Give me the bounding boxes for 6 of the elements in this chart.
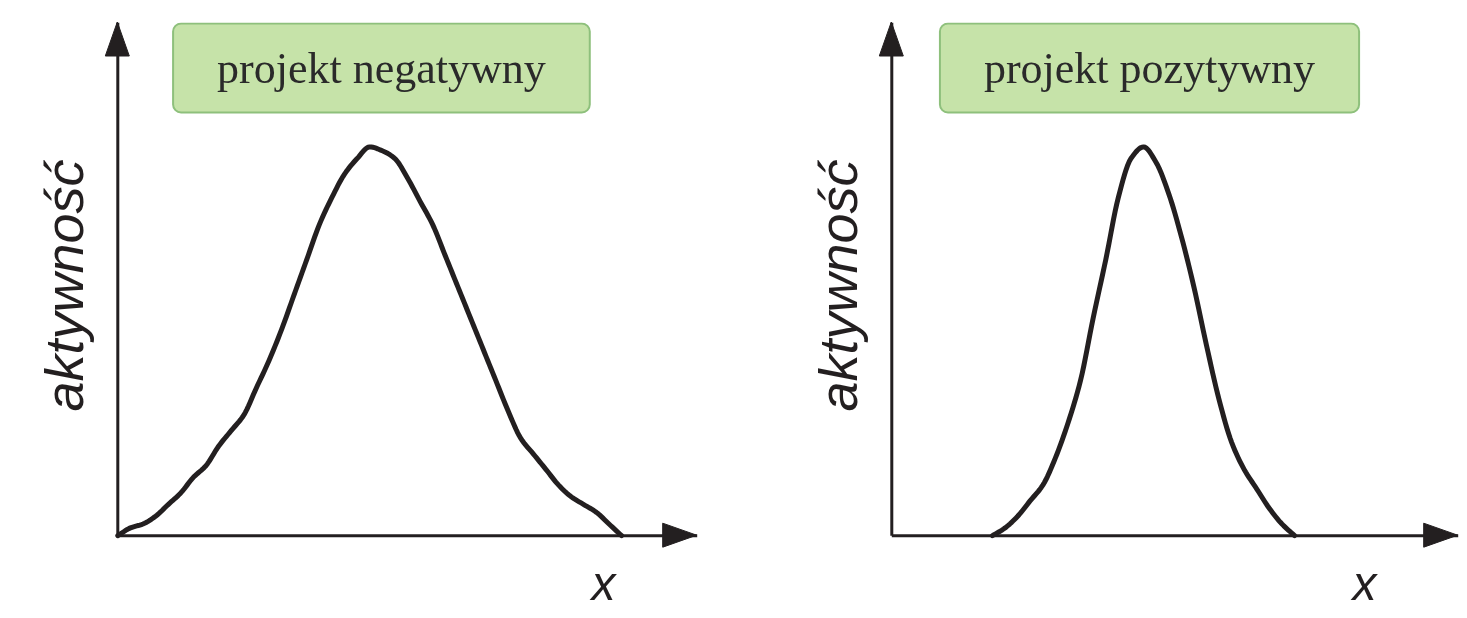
x-axis-title: x — [1350, 556, 1379, 610]
chart-title: projekt pozytywny — [983, 43, 1316, 93]
chart-title: projekt negatywny — [217, 43, 546, 93]
x-axis-title: x — [589, 556, 618, 610]
y-axis-title: aktywność — [33, 159, 94, 412]
y-axis-title: aktywność — [807, 159, 868, 412]
